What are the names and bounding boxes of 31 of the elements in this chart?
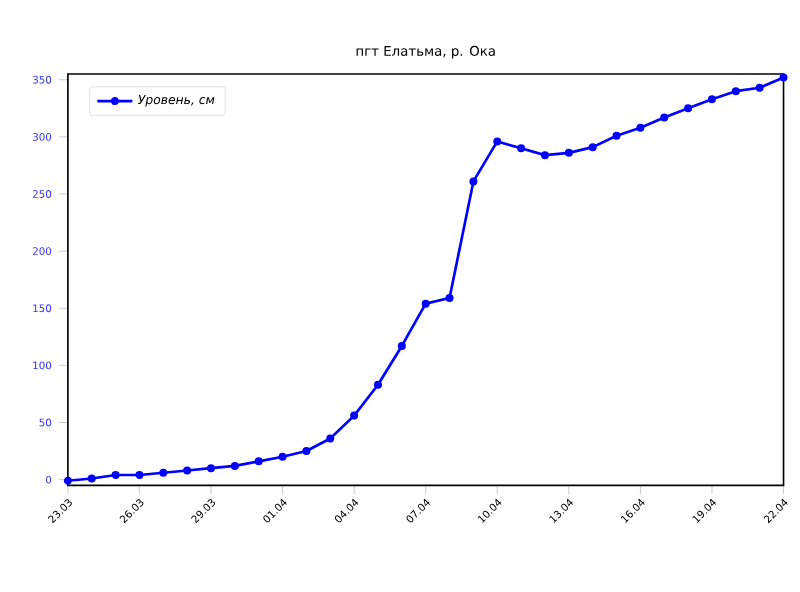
point [636,123,645,132]
point [302,446,311,455]
point [540,151,549,160]
point [517,144,526,153]
point [588,143,597,152]
point [612,131,621,140]
point [278,452,287,461]
point [135,470,144,479]
point [230,461,239,470]
point [779,73,788,82]
point [684,104,693,113]
point [445,293,454,302]
point [326,434,335,443]
point [660,113,669,122]
point [493,137,502,146]
point [397,341,406,350]
point [350,411,359,420]
point [63,476,72,485]
point [111,470,120,479]
point [254,457,263,466]
point [707,95,716,104]
point [373,380,382,389]
point [159,468,168,477]
point [207,464,216,473]
point [469,177,478,186]
point [755,83,764,92]
point [731,87,740,96]
point [183,466,192,475]
point [564,148,573,157]
point [421,299,430,308]
point [87,474,96,483]
